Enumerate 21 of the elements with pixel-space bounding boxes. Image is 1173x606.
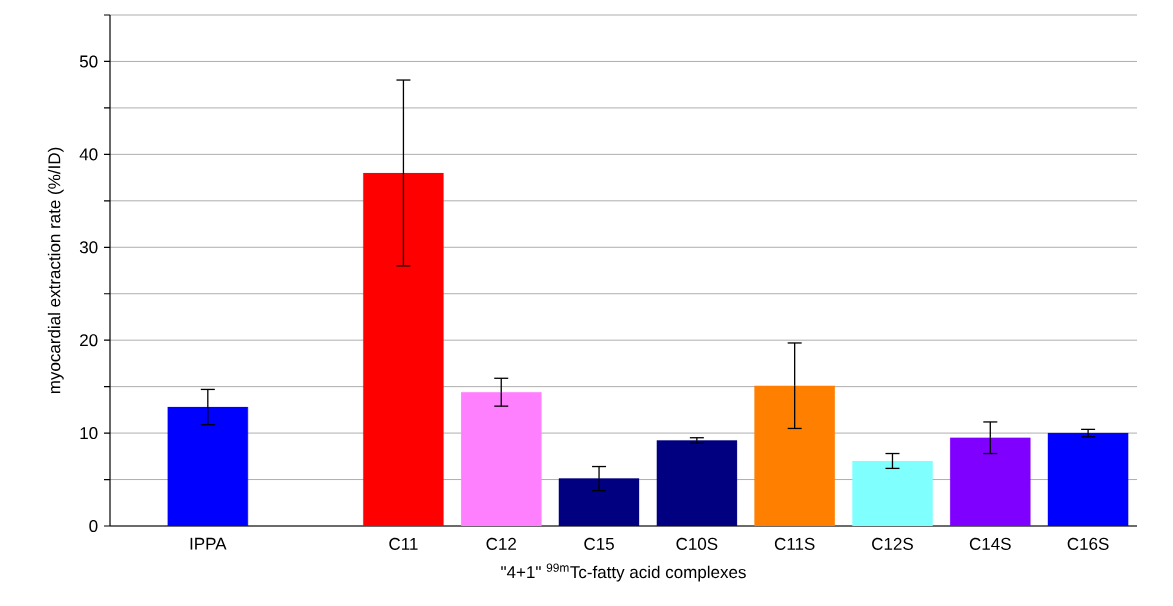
x-tick-label: C16S: [1067, 537, 1109, 550]
bar: [460, 392, 542, 526]
x-tick-label: C12: [486, 537, 516, 550]
y-tick-label: 0: [89, 519, 98, 533]
y-axis-title: myocardial extraction rate (%/ID): [47, 147, 64, 394]
x-tick-label: IPPA: [190, 537, 227, 550]
x-tick-label: C14S: [969, 537, 1011, 550]
x-tick-label: C15: [584, 537, 614, 550]
x-tick-label: C11: [389, 537, 418, 550]
x-tick-label: C10S: [676, 537, 718, 550]
x-tick-label: C11S: [774, 537, 815, 550]
y-tick-label: 40: [79, 148, 98, 161]
x-tick-label: C12S: [872, 537, 913, 550]
y-tick-label: 20: [80, 334, 98, 347]
bar: [558, 478, 640, 526]
x-axis-title: "4+1" $^{99m}$Tc-fatty acid complexes: [501, 563, 746, 582]
bar: [656, 440, 738, 526]
y-tick-label: 50: [79, 55, 98, 68]
y-tick-label: 30: [79, 241, 98, 254]
y-tick-label: 10: [80, 427, 98, 440]
bar: [754, 385, 835, 526]
